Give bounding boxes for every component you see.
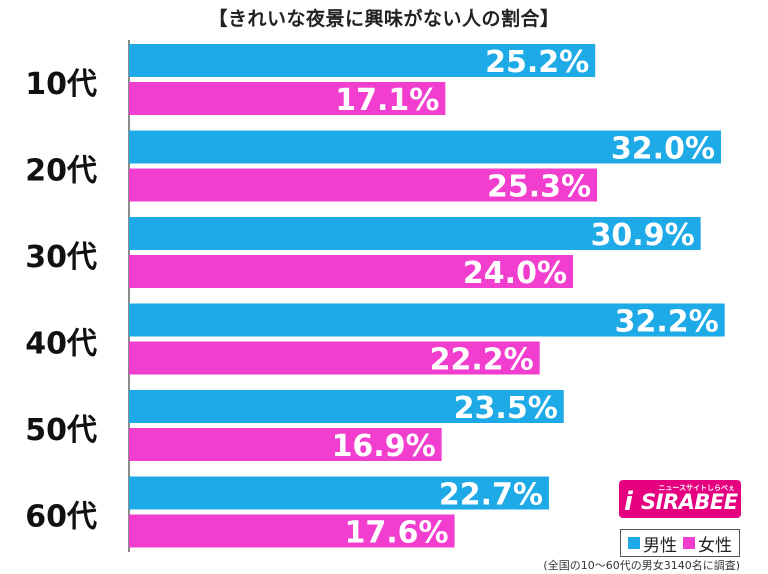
category-label: 20代	[25, 154, 97, 189]
logo-i-mark: i	[624, 487, 633, 517]
value-label-female: 17.6%	[345, 516, 449, 551]
legend-item-male: 男性	[628, 531, 677, 556]
value-label-female: 25.3%	[487, 170, 591, 205]
legend-swatch-male	[628, 537, 640, 549]
sirabee-logo: i ニュースサイトしらべぇ SIRABEE	[619, 480, 741, 518]
bar-male	[129, 303, 725, 337]
value-label-male: 30.9%	[591, 218, 695, 253]
value-label-male: 25.2%	[485, 45, 589, 80]
value-label-male: 22.7%	[439, 478, 543, 513]
value-label-male: 32.2%	[615, 305, 719, 340]
bar-male	[129, 390, 564, 423]
value-label-female: 16.9%	[332, 429, 436, 464]
bar-male	[129, 217, 701, 250]
legend-label-male: 男性	[643, 535, 677, 556]
bar-female	[129, 341, 540, 375]
value-label-male: 32.0%	[611, 132, 715, 167]
chart-title: 【きれいな夜景に興味がない人の割合】	[208, 8, 560, 30]
category-label: 60代	[25, 500, 97, 535]
value-label-female: 17.1%	[335, 83, 439, 118]
value-label-male: 23.5%	[454, 391, 558, 426]
logo-wordmark: SIRABEE	[641, 490, 738, 514]
value-label-female: 22.2%	[430, 343, 534, 378]
category-label: 50代	[25, 413, 97, 448]
bar-female	[129, 428, 442, 461]
category-label: 30代	[25, 240, 97, 275]
legend-label-female: 女性	[698, 535, 732, 556]
bar-male	[129, 44, 596, 77]
bar-male	[129, 130, 721, 164]
value-label-female: 24.0%	[463, 256, 567, 291]
legend-item-female: 女性	[683, 531, 732, 556]
legend: 男性 女性	[620, 529, 740, 557]
bar-female	[129, 514, 455, 548]
bar-female	[129, 255, 573, 288]
category-label: 40代	[25, 327, 97, 362]
bars-layer: 10代 25.2% 17.1% 20代 32.0% 25.3% 30代 30.9% 24.0% 4…	[25, 44, 725, 551]
legend-swatch-female	[683, 537, 695, 549]
bar-female	[129, 82, 446, 115]
category-label: 10代	[25, 67, 97, 102]
bar-male	[129, 476, 549, 510]
footnote: (全国の10〜60代の男女3140名に調査)	[543, 559, 740, 572]
bar-female	[129, 168, 598, 202]
logo-tagline: ニュースサイトしらべぇ	[658, 484, 735, 492]
